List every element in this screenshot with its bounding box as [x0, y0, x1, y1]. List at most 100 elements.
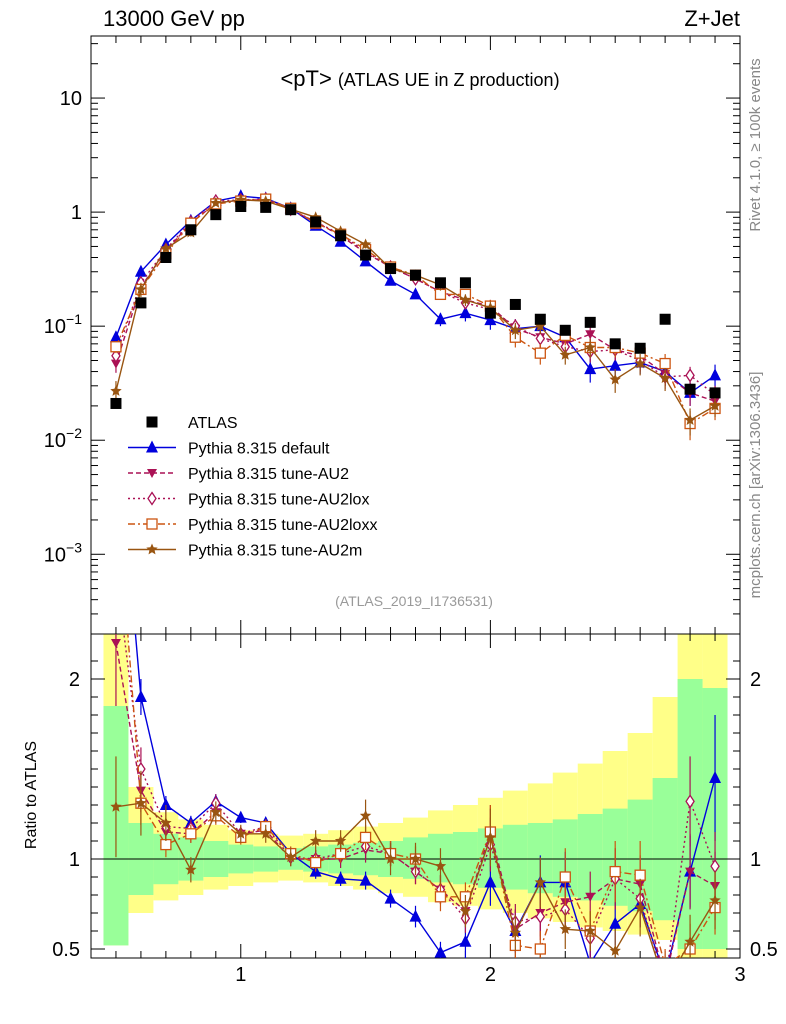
main-point [609, 373, 621, 385]
ratio-point [384, 891, 397, 904]
ratio-point [309, 835, 322, 846]
ratio-point [434, 860, 447, 872]
ratio-point [459, 905, 472, 917]
main-axis-ticks: 10 1 10−1 10−2 10−3 [44, 36, 740, 958]
ratio-point [685, 794, 695, 809]
data-point [135, 297, 147, 309]
ratio-point [535, 909, 546, 924]
ratio-point [559, 923, 571, 935]
legend-entry-data: ATLAS [146, 415, 238, 432]
main-point [134, 264, 147, 277]
legend-marker [147, 491, 157, 506]
ratio-series-group [110, 634, 722, 958]
data-point [609, 338, 621, 350]
header-left: 13000 GeV pp [103, 6, 245, 31]
ratio-y-tick-label-right: 0.5 [750, 939, 778, 961]
ratio-point [110, 800, 122, 812]
ratio-point [534, 943, 546, 955]
data-point [335, 230, 347, 242]
main-point [509, 324, 522, 336]
ratio-point [359, 809, 372, 821]
ratio-point [160, 817, 172, 828]
ratio-y-tick-label-right: 1 [750, 849, 761, 871]
data-point [509, 298, 521, 310]
data-point [160, 251, 172, 263]
ratio-point [509, 926, 522, 938]
legend-entry-3: Pythia 8.315 tune-AU2lox [128, 491, 369, 509]
data-point [360, 249, 372, 261]
main-series-1 [109, 189, 722, 406]
legend-data-marker [146, 416, 158, 428]
main-point [659, 357, 671, 370]
ratio-point [210, 806, 222, 818]
main-y-tick-label: 1 [71, 202, 82, 224]
main-point [709, 368, 722, 381]
legend-entry-1: Pythia 8.315 default [128, 440, 330, 458]
main-point [659, 372, 671, 383]
legend-marker [146, 518, 158, 530]
ratio-point [409, 909, 422, 922]
legend-label: Pythia 8.315 tune-AU2m [188, 543, 362, 560]
ratio-point [110, 639, 121, 648]
data-point [260, 201, 272, 213]
data-point [484, 307, 496, 319]
data-point [634, 342, 646, 354]
main-series-line [115, 199, 716, 402]
legend-label: Pythia 8.315 tune-AU2 [188, 466, 349, 483]
ratio-point [159, 798, 172, 810]
main-series-line [115, 198, 716, 425]
data-point [559, 324, 571, 336]
x-tick-label: 1 [235, 964, 246, 986]
data-point [310, 216, 322, 228]
data-point [534, 313, 546, 325]
ratio-point [185, 863, 197, 875]
ratio-point [134, 690, 147, 702]
ratio-point [559, 871, 571, 883]
ratio-point [585, 892, 596, 902]
data-point [709, 387, 721, 399]
legend-marker [146, 440, 158, 453]
ratio-y-label: Ratio to ATLAS [23, 741, 40, 849]
chart-title: <pT> (ATLAS UE in Z production) [280, 66, 559, 91]
legend-entry-2: Pythia 8.315 tune-AU2 [128, 466, 349, 483]
data-point [584, 316, 596, 328]
main-series-group [109, 189, 722, 441]
ratio-y-tick-label-right: 2 [750, 669, 761, 691]
main-y-tick-label: 10−3 [44, 539, 82, 566]
main-point [684, 414, 696, 425]
x-tick-label: 3 [734, 964, 745, 986]
main-series-line [115, 199, 716, 422]
legend-label: Pythia 8.315 default [188, 441, 330, 458]
main-point [111, 348, 121, 363]
legend-label: Pythia 8.315 tune-AU2lox [188, 492, 369, 509]
ratio-point [409, 853, 422, 864]
main-point [135, 283, 147, 295]
chart-title-main: <pT> [280, 66, 331, 91]
main-point [110, 385, 122, 396]
ratio-y-tick-label: 0.5 [52, 939, 80, 961]
rivet-label: Rivet 4.1.0, ≥ 100k events [747, 58, 764, 231]
analysis-id: (ATLAS_2019_I1736531) [335, 593, 493, 609]
green-band-bin [652, 778, 678, 921]
ratio-point [709, 894, 721, 906]
main-point [585, 330, 596, 340]
main-point [584, 362, 597, 375]
main-point [109, 330, 122, 343]
chart-title-sub: (ATLAS UE in Z production) [338, 70, 560, 90]
ratio-point [235, 827, 247, 839]
main-point [110, 341, 122, 353]
ratio-point [609, 916, 622, 929]
ratio-point [609, 865, 621, 878]
ratio-point [584, 925, 596, 936]
green-band-bin [502, 824, 528, 890]
legend-label: ATLAS [188, 415, 238, 432]
data-point [185, 224, 197, 236]
main-point [609, 358, 622, 371]
main-point [484, 313, 497, 326]
main-series-5 [110, 193, 721, 436]
main-y-tick-label: 10−1 [44, 311, 82, 338]
ratio-point [359, 831, 372, 844]
ratio-point [260, 827, 272, 839]
legend-marker [146, 543, 158, 555]
main-point [110, 359, 121, 369]
